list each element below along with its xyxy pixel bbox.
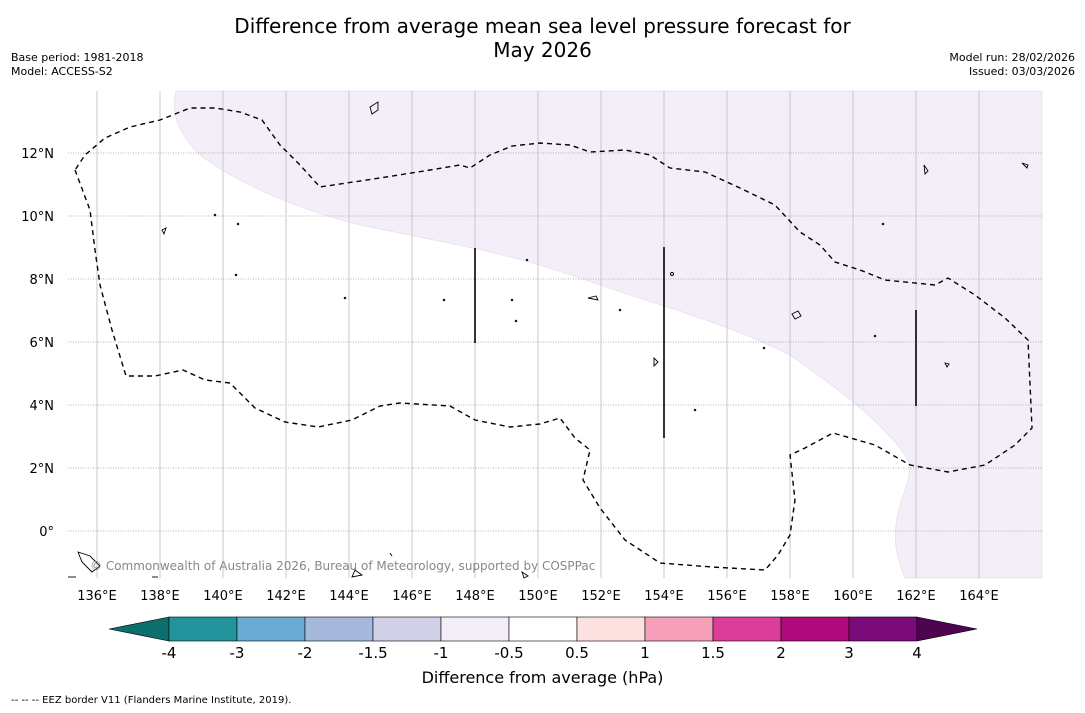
colorbar-tick: -0.5 (494, 644, 523, 662)
lon-label: 158°E (770, 589, 810, 604)
colorbar-tick: -1 (434, 644, 449, 662)
colorbar-tick: 0.5 (565, 644, 589, 662)
colorbar-tick: 4 (912, 644, 922, 662)
lon-label: 164°E (959, 589, 999, 604)
colorbar-extend-min (108, 616, 170, 642)
eez-legend-note: -- -- -- EEZ border V11 (Flanders Marine… (11, 695, 292, 706)
colorbar-title: Difference from average (hPa) (421, 668, 664, 687)
colorbar-segment (236, 616, 306, 642)
base-period: Base period: 1981-2018 (11, 51, 144, 64)
lon-label: 144°E (329, 589, 369, 604)
lon-label: 162°E (896, 589, 936, 604)
lon-label: 148°E (455, 589, 495, 604)
colorbar-segment (440, 616, 510, 642)
colorbar-tick: 1 (640, 644, 650, 662)
meta-left: Base period: 1981-2018 Model: ACCESS-S2 (11, 51, 143, 79)
colorbar-extend-max (916, 616, 978, 642)
lon-label: 138°E (140, 589, 180, 604)
lon-label: 156°E (707, 589, 747, 604)
lon-label: 152°E (581, 589, 621, 604)
lat-label: 10°N (21, 210, 54, 225)
colorbar-tick: 1.5 (701, 644, 725, 662)
colorbar-tick: -3 (230, 644, 245, 662)
lon-label: 140°E (203, 589, 243, 604)
map-panel: © Commonwealth of Australia 2026, Bureau… (68, 90, 1043, 579)
map-title: Difference from average mean sea level p… (0, 14, 1085, 62)
model-run: Model run: 28/02/2026 (949, 51, 1075, 64)
lat-label: 12°N (21, 147, 54, 162)
colorbar-ticks: -4 -3 -2 -1.5 -1 -0.5 0.5 1 1.5 2 3 4 (162, 644, 922, 662)
colorbar-tick: 2 (776, 644, 786, 662)
colorbar-segment (644, 616, 714, 642)
vertical-markers (474, 247, 917, 438)
colorbar-segment (576, 616, 646, 642)
title-line-1: Difference from average mean sea level p… (234, 14, 851, 38)
lat-label: 8°N (30, 273, 55, 288)
longitude-labels: 136°E 138°E 140°E 142°E 144°E 146°E 148°… (77, 589, 999, 604)
colorbar-segment (372, 616, 442, 642)
lon-label: 146°E (392, 589, 432, 604)
colorbar-segment (508, 616, 578, 642)
lat-label: 0° (39, 525, 54, 540)
lat-label: 4°N (30, 399, 55, 414)
colorbar-segment (304, 616, 374, 642)
title-line-2: May 2026 (493, 38, 592, 62)
copyright-notice: © Commonwealth of Australia 2026, Bureau… (90, 559, 595, 573)
eez-border (74, 107, 1033, 571)
colorbar-tick: 3 (844, 644, 854, 662)
colorbar-tick: -1.5 (358, 644, 387, 662)
lon-label: 142°E (266, 589, 306, 604)
model-name: Model: ACCESS-S2 (11, 65, 113, 78)
latitude-labels: 12°N 10°N 8°N 6°N 4°N 2°N 0° (21, 147, 54, 540)
meta-right: Model run: 28/02/2026 Issued: 03/03/2026 (949, 51, 1075, 79)
lon-label: 136°E (77, 589, 117, 604)
lat-label: 2°N (30, 462, 55, 477)
colorbar (108, 616, 978, 642)
lat-label: 6°N (30, 336, 55, 351)
colorbar-segment (780, 616, 850, 642)
longitude-gridlines (96, 91, 980, 578)
colorbar-tick: -4 (162, 644, 177, 662)
negative-anomaly-shading (174, 90, 1043, 579)
colorbar-segment (168, 616, 238, 642)
lon-label: 150°E (518, 589, 558, 604)
islands (68, 101, 1029, 579)
colorbar-segment (848, 616, 918, 642)
issued-date: Issued: 03/03/2026 (968, 65, 1075, 78)
lon-label: 154°E (644, 589, 684, 604)
colorbar-segment (712, 616, 782, 642)
lon-label: 160°E (833, 589, 873, 604)
colorbar-tick: -2 (298, 644, 313, 662)
